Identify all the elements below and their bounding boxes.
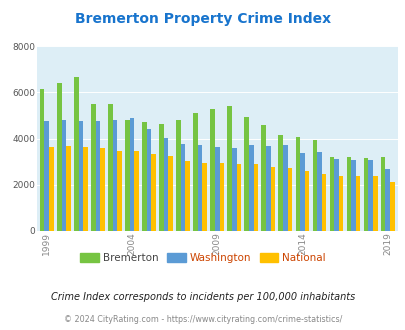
Bar xyxy=(159,124,163,231)
Bar xyxy=(66,146,70,231)
Bar xyxy=(185,160,190,231)
Bar xyxy=(316,152,321,231)
Bar xyxy=(299,153,304,231)
Bar xyxy=(108,104,112,231)
Bar xyxy=(265,146,270,231)
Bar xyxy=(45,121,49,231)
Text: Crime Index corresponds to incidents per 100,000 inhabitants: Crime Index corresponds to incidents per… xyxy=(51,292,354,302)
Bar xyxy=(350,160,355,231)
Bar xyxy=(129,118,134,231)
Bar xyxy=(176,120,180,231)
Bar xyxy=(295,137,299,231)
Bar xyxy=(304,171,309,231)
Bar xyxy=(282,145,287,231)
Bar xyxy=(363,158,367,231)
Bar xyxy=(367,160,372,231)
Bar xyxy=(321,174,326,231)
Bar xyxy=(117,150,121,231)
Bar xyxy=(163,138,168,231)
Bar xyxy=(389,182,394,231)
Bar xyxy=(338,177,343,231)
Bar xyxy=(100,148,104,231)
Bar xyxy=(346,157,350,231)
Bar xyxy=(219,163,224,231)
Bar xyxy=(62,120,66,231)
Bar xyxy=(287,168,292,231)
Bar xyxy=(312,140,316,231)
Bar xyxy=(74,77,78,231)
Bar xyxy=(197,145,202,231)
Bar xyxy=(112,120,117,231)
Bar xyxy=(57,83,62,231)
Bar xyxy=(261,125,265,231)
Bar xyxy=(40,89,45,231)
Bar xyxy=(333,159,338,231)
Bar xyxy=(49,147,53,231)
Bar xyxy=(270,167,275,231)
Bar xyxy=(329,157,333,231)
Bar xyxy=(214,147,219,231)
Bar xyxy=(253,164,258,231)
Bar xyxy=(355,177,360,231)
Bar xyxy=(380,157,384,231)
Bar xyxy=(202,163,207,231)
Bar xyxy=(244,116,248,231)
Bar xyxy=(372,177,377,231)
Bar xyxy=(210,109,214,231)
Bar xyxy=(151,154,156,231)
Bar xyxy=(146,129,151,231)
Bar xyxy=(134,151,139,231)
Text: Bremerton Property Crime Index: Bremerton Property Crime Index xyxy=(75,12,330,25)
Bar xyxy=(248,145,253,231)
Bar xyxy=(168,156,173,231)
Bar xyxy=(236,164,241,231)
Text: © 2024 CityRating.com - https://www.cityrating.com/crime-statistics/: © 2024 CityRating.com - https://www.city… xyxy=(64,315,341,324)
Bar xyxy=(180,144,185,231)
Bar xyxy=(278,135,282,231)
Bar xyxy=(384,169,389,231)
Legend: Bremerton, Washington, National: Bremerton, Washington, National xyxy=(76,249,329,267)
Bar xyxy=(91,104,95,231)
Bar xyxy=(83,147,87,231)
Bar xyxy=(125,120,129,231)
Bar xyxy=(78,120,83,231)
Bar xyxy=(142,122,146,231)
Bar xyxy=(193,113,197,231)
Bar xyxy=(95,121,100,231)
Bar xyxy=(227,106,231,231)
Bar xyxy=(231,148,236,231)
